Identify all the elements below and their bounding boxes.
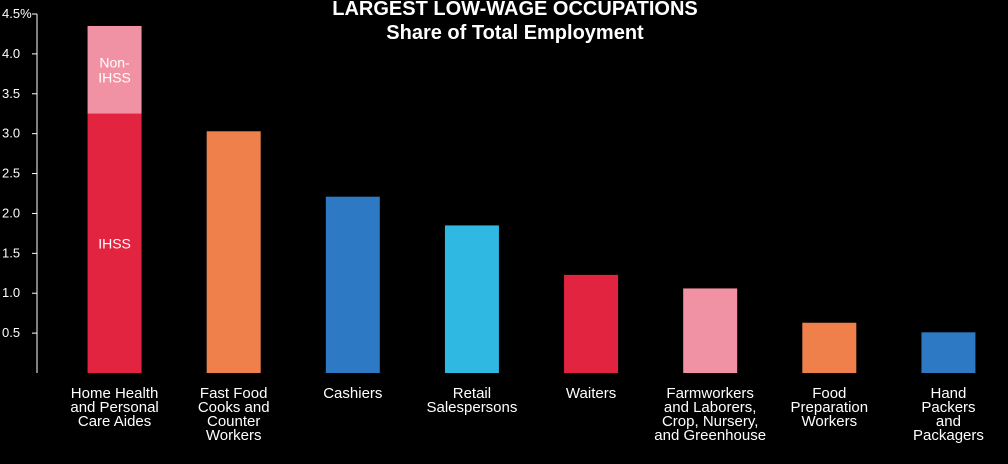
bar — [325, 196, 380, 373]
y-tick-label: 3.0 — [2, 126, 20, 141]
bar — [206, 131, 261, 373]
x-category-label: Counter — [207, 413, 260, 430]
x-category-label: Home Health — [71, 385, 159, 402]
y-tick-label: 4.5% — [2, 6, 32, 21]
x-category-label: Care Aides — [78, 413, 151, 430]
x-category-label: and Laborers, — [664, 399, 757, 416]
x-category-label: and Greenhouse — [654, 427, 766, 444]
bar — [802, 322, 857, 373]
chart-title-line-2: Share of Total Employment — [386, 22, 644, 44]
x-category-label: Fast Food — [200, 385, 268, 402]
bar-segment — [87, 113, 142, 373]
x-category-label: Hand — [931, 385, 967, 402]
y-tick-label: 4.0 — [2, 46, 20, 61]
y-tick-label: 3.5 — [2, 86, 20, 101]
y-axis: 4.5% 4.0 3.5 3.0 2.5 2.0 1.5 1.0 0.5 — [2, 6, 38, 373]
y-tick-label: 0.5 — [2, 325, 20, 340]
bar-segment-label: Non- — [99, 54, 130, 70]
y-tick-label: 1.0 — [2, 285, 20, 300]
y-tick-label: 2.0 — [2, 205, 20, 220]
x-category-label: Packers — [921, 399, 975, 416]
bar-segment-label: IHSS — [98, 69, 131, 85]
bar-segment-label: IHSS — [98, 235, 131, 251]
bar — [683, 288, 738, 373]
bar — [921, 332, 976, 373]
x-category-label: Retail — [453, 385, 491, 402]
y-tick-label: 1.5 — [2, 245, 20, 260]
x-category-label: Cashiers — [323, 385, 382, 402]
x-category-label: Salespersons — [426, 399, 517, 416]
x-category-label: Waiters — [566, 385, 616, 402]
y-tick-label: 2.5 — [2, 166, 20, 181]
bar-segment — [87, 25, 142, 114]
x-category-label: Workers — [802, 413, 858, 430]
x-category-label: and Personal — [70, 399, 158, 416]
x-category-label: and — [936, 413, 961, 430]
x-category-label: Preparation — [791, 399, 869, 416]
chart-title-line-1: LARGEST LOW-WAGE OCCUPATIONS — [332, 0, 698, 20]
bar — [564, 274, 619, 373]
x-category-label: Farmworkers — [666, 385, 754, 402]
x-category-label: Packagers — [913, 427, 984, 444]
x-category-label: Food — [812, 385, 846, 402]
x-category-label: Crop, Nursery, — [662, 413, 758, 430]
x-category-label: Cooks and — [198, 399, 270, 416]
bar — [444, 225, 499, 373]
x-category-label: Workers — [206, 427, 262, 444]
